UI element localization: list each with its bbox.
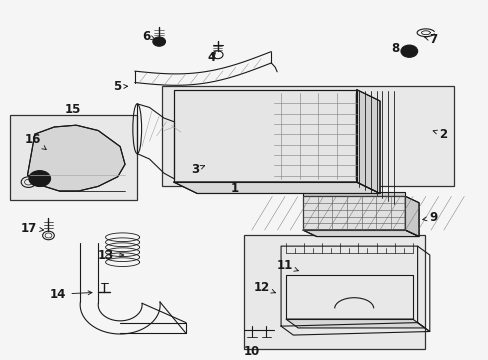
Bar (244, 235, 424, 349)
Polygon shape (303, 230, 418, 237)
Text: 14: 14 (50, 288, 92, 301)
Text: 4: 4 (207, 51, 215, 64)
Circle shape (29, 171, 50, 186)
Bar (10, 114, 137, 200)
Text: 6: 6 (142, 30, 155, 43)
Circle shape (153, 37, 165, 46)
Polygon shape (356, 90, 379, 193)
Polygon shape (27, 125, 125, 191)
Text: 13: 13 (97, 248, 123, 261)
Circle shape (33, 174, 46, 183)
Text: 2: 2 (432, 127, 447, 141)
Text: 12: 12 (253, 280, 275, 293)
Text: 8: 8 (391, 42, 406, 55)
Text: 1: 1 (230, 182, 238, 195)
Text: 17: 17 (21, 222, 43, 235)
Text: 7: 7 (423, 33, 437, 46)
Polygon shape (285, 319, 424, 328)
Polygon shape (303, 192, 405, 196)
Text: 9: 9 (422, 211, 437, 224)
Polygon shape (303, 196, 405, 230)
Text: 3: 3 (190, 163, 204, 176)
Polygon shape (405, 196, 418, 237)
Text: 15: 15 (64, 103, 81, 116)
Text: 5: 5 (112, 80, 127, 93)
Polygon shape (173, 90, 356, 182)
Text: 10: 10 (243, 345, 260, 358)
Polygon shape (173, 182, 379, 193)
Text: 16: 16 (24, 133, 46, 149)
Text: 11: 11 (276, 259, 298, 272)
Circle shape (400, 45, 417, 57)
Bar (161, 86, 453, 186)
